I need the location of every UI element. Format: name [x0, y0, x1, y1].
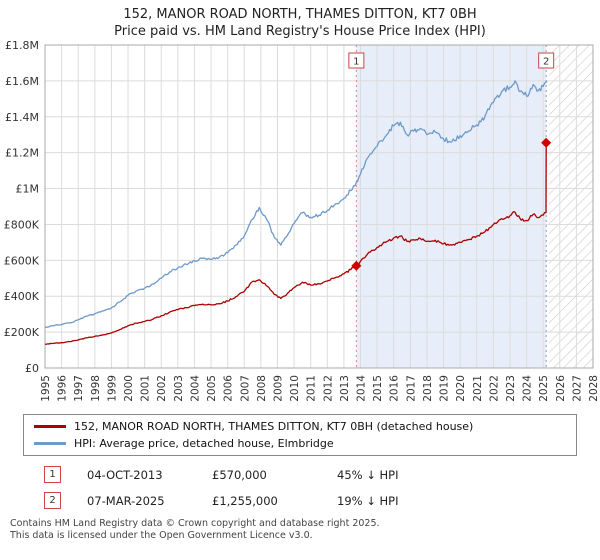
legend-label-hpi: HPI: Average price, detached house, Elmb…: [74, 437, 334, 450]
svg-text:2015: 2015: [372, 375, 384, 402]
svg-text:2028: 2028: [588, 375, 600, 402]
sale-1-price: £570,000: [212, 467, 267, 482]
svg-text:2009: 2009: [272, 375, 284, 402]
svg-text:2020: 2020: [455, 375, 467, 402]
sales-table: 1 04-OCT-2013 £570,000 45% ↓ HPI 2 07-MA…: [44, 466, 600, 509]
svg-text:2005: 2005: [206, 375, 218, 402]
svg-text:2018: 2018: [422, 375, 434, 402]
svg-text:1997: 1997: [73, 375, 85, 402]
sale-1-hpi-diff: 45% ↓ HPI: [337, 467, 399, 482]
svg-text:2002: 2002: [156, 375, 168, 402]
svg-text:1995: 1995: [40, 375, 52, 402]
svg-text:£800K: £800K: [4, 218, 40, 231]
svg-text:£1M: £1M: [16, 183, 40, 196]
sale-2-hpi-diff: 19% ↓ HPI: [337, 493, 399, 508]
svg-text:2013: 2013: [339, 375, 351, 402]
chart-legend: 152, MANOR ROAD NORTH, THAMES DITTON, KT…: [23, 414, 577, 456]
footer-line-2: This data is licensed under the Open Gov…: [10, 530, 313, 541]
svg-text:£600K: £600K: [4, 254, 40, 267]
svg-text:1: 1: [353, 57, 359, 68]
svg-text:2027: 2027: [571, 375, 583, 402]
hpi-line-swatch: [34, 442, 66, 445]
sale-row-2: 2 07-MAR-2025 £1,255,000 19% ↓ HPI: [44, 492, 600, 509]
chart-subtitle: Price paid vs. HM Land Registry's House …: [114, 24, 486, 39]
svg-text:£200K: £200K: [4, 326, 40, 339]
svg-text:2023: 2023: [505, 375, 517, 402]
svg-text:2019: 2019: [439, 375, 451, 402]
footer-line-1: Contains HM Land Registry data © Crown c…: [10, 518, 380, 529]
sale-2-price: £1,255,000: [212, 493, 278, 508]
svg-text:2001: 2001: [140, 375, 152, 402]
svg-text:£0: £0: [25, 362, 39, 375]
svg-text:£1.2M: £1.2M: [5, 147, 39, 160]
svg-text:1999: 1999: [106, 375, 118, 402]
svg-text:2006: 2006: [223, 375, 235, 402]
sale-2-date: 07-MAR-2025: [87, 493, 165, 508]
svg-text:2003: 2003: [173, 375, 185, 402]
svg-text:1998: 1998: [90, 375, 102, 402]
svg-text:2016: 2016: [389, 375, 401, 402]
svg-text:2007: 2007: [239, 375, 251, 402]
svg-text:2: 2: [543, 57, 549, 68]
svg-text:2017: 2017: [405, 375, 417, 402]
svg-text:2000: 2000: [123, 375, 135, 402]
legend-label-property: 152, MANOR ROAD NORTH, THAMES DITTON, KT…: [74, 420, 474, 433]
svg-text:2014: 2014: [356, 375, 368, 402]
svg-text:2008: 2008: [256, 375, 268, 402]
property-line-swatch: [34, 425, 66, 428]
sale-row-1: 1 04-OCT-2013 £570,000 45% ↓ HPI: [44, 466, 600, 483]
page-title: 152, MANOR ROAD NORTH, THAMES DITTON, KT…: [123, 7, 477, 22]
price-chart: 1 2 £0 £200K £400K £600K £800K £1M £1.2M £1.4M £1.…: [4, 40, 600, 402]
legend-item-hpi: HPI: Average price, detached house, Elmb…: [30, 435, 570, 452]
svg-text:£1.6M: £1.6M: [5, 75, 39, 88]
svg-text:£1.8M: £1.8M: [5, 40, 39, 52]
svg-text:2012: 2012: [322, 375, 334, 402]
sale-1-date: 04-OCT-2013: [87, 467, 163, 482]
svg-text:2010: 2010: [289, 375, 301, 402]
svg-text:2011: 2011: [306, 375, 318, 402]
svg-text:2022: 2022: [488, 375, 500, 402]
svg-text:1996: 1996: [57, 375, 69, 402]
svg-text:2021: 2021: [472, 375, 484, 402]
svg-text:2025: 2025: [538, 375, 550, 402]
svg-text:2004: 2004: [189, 375, 201, 402]
chart-titles: 152, MANOR ROAD NORTH, THAMES DITTON, KT…: [0, 0, 600, 40]
svg-text:£400K: £400K: [4, 290, 40, 303]
legend-item-property: 152, MANOR ROAD NORTH, THAMES DITTON, KT…: [30, 418, 570, 435]
sale-2-badge: 2: [44, 492, 61, 509]
svg-text:2024: 2024: [522, 375, 534, 402]
svg-text:£1.4M: £1.4M: [5, 111, 39, 124]
sale-1-badge: 1: [44, 466, 61, 483]
license-footer: Contains HM Land Registry data © Crown c…: [10, 518, 600, 542]
svg-text:2026: 2026: [555, 375, 567, 402]
